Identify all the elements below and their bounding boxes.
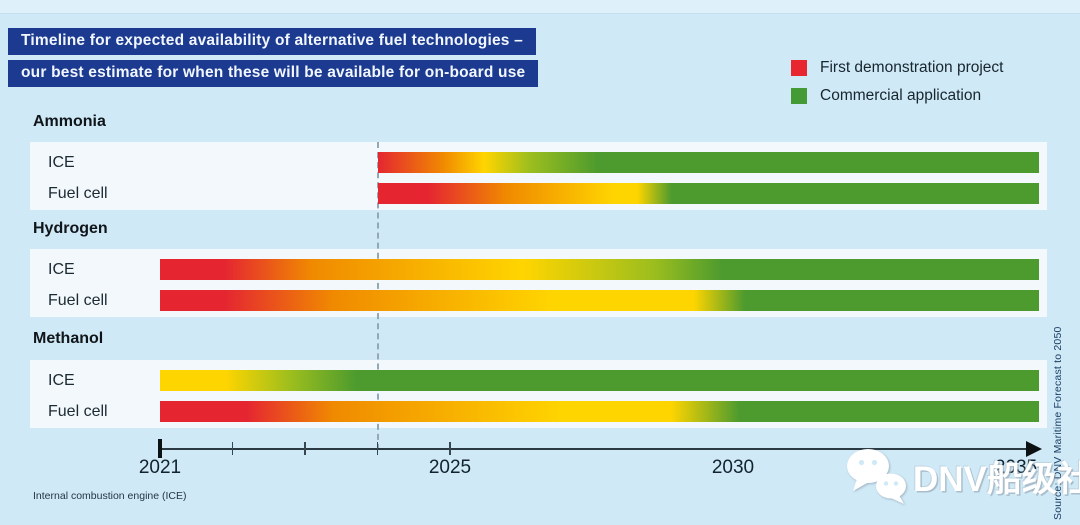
- x-axis-tick-2025: [449, 442, 451, 455]
- x-axis-label-2025: 2025: [428, 457, 472, 478]
- x-axis-line: [160, 448, 1026, 450]
- x-axis-label-2021: 2021: [138, 457, 182, 478]
- figure-title-line1: Timeline for expected availability of al…: [8, 28, 536, 55]
- green-swatch-icon: [791, 88, 807, 104]
- x-axis-tick-major-2021: [158, 439, 162, 458]
- row-label-ice: ICE: [48, 371, 75, 389]
- row-label-ice: ICE: [48, 153, 75, 171]
- row-label-fuel-cell: Fuel cell: [48, 184, 108, 202]
- red-swatch-icon: [791, 60, 807, 76]
- timeline-bar-methanol-fuel-cell: [160, 401, 1039, 422]
- timeline-bar-hydrogen-ice: [160, 259, 1039, 280]
- row-label-fuel-cell: Fuel cell: [48, 402, 108, 420]
- legend: First demonstration project Commercial a…: [791, 59, 1004, 115]
- x-axis-label-2030: 2030: [711, 457, 755, 478]
- timeline-bar-ammonia-ice: [377, 152, 1039, 173]
- group-label-methanol: Methanol: [33, 330, 104, 347]
- timeline-bar-ammonia-fuel-cell: [377, 183, 1039, 204]
- watermark: DNV船级社: [845, 447, 1080, 505]
- x-axis-tick-2022: [231, 442, 234, 455]
- timeline-bar-hydrogen-fuel-cell: [160, 290, 1039, 311]
- top-divider: [0, 0, 1080, 14]
- legend-item-demonstration: First demonstration project: [791, 59, 1004, 77]
- group-label-hydrogen: Hydrogen: [33, 220, 108, 237]
- legend-label: First demonstration project: [820, 59, 1004, 76]
- figure-title-line2: our best estimate for when these will be…: [8, 60, 539, 87]
- row-label-fuel-cell: Fuel cell: [48, 291, 108, 309]
- figure-title: Timeline for expected availability of al…: [8, 28, 539, 92]
- x-axis-tick-2024: [376, 442, 379, 455]
- timeline-bar-methanol-ice: [160, 370, 1039, 391]
- footnote: Internal combustion engine (ICE): [33, 490, 187, 502]
- x-axis-label-2035: 2035: [994, 457, 1038, 478]
- legend-item-commercial: Commercial application: [791, 87, 1004, 105]
- x-axis-arrow-icon: [1026, 441, 1042, 457]
- group-label-ammonia: Ammonia: [33, 113, 106, 130]
- legend-label: Commercial application: [820, 87, 982, 104]
- x-axis-tick-2023: [304, 442, 306, 455]
- row-label-ice: ICE: [48, 260, 75, 278]
- wechat-icon: [847, 449, 906, 504]
- watermark-text: DNV船级社: [913, 459, 1080, 499]
